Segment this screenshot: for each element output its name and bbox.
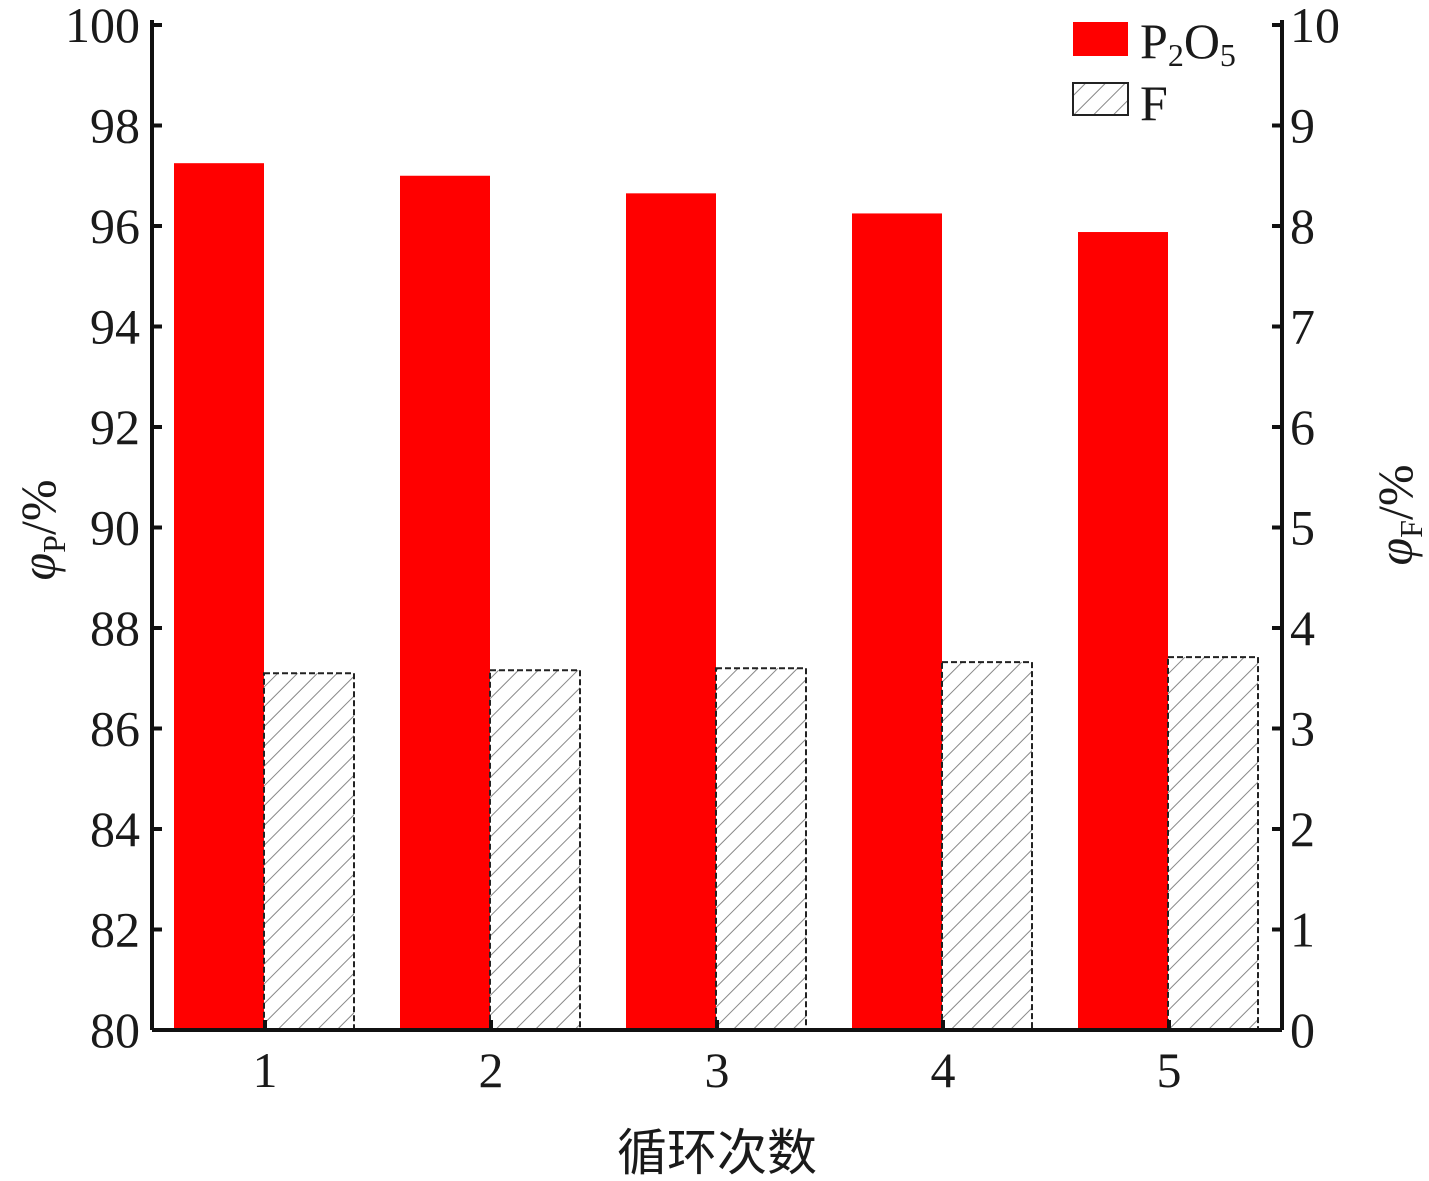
bar-f (263, 672, 355, 1031)
bar-f (1167, 656, 1259, 1032)
legend-label-p2o5: P2O5 (1140, 13, 1236, 73)
legend-swatch-f (1072, 82, 1129, 116)
bar-p2o5 (852, 213, 942, 1030)
x-tick-label: 5 (1157, 1042, 1182, 1098)
right-tick-label: 2 (1290, 801, 1315, 857)
ticks-layer: 80 82 84 86 88 90 92 94 96 98 100 0 1 2 3 4 5 6 7 8 9 10 1 2 3 4 5 (65, 0, 1340, 1098)
right-axis-title-symbol: φ (1367, 538, 1423, 566)
x-tick-label: 2 (479, 1042, 504, 1098)
right-tick-label: 9 (1290, 98, 1315, 154)
right-tick-label: 8 (1290, 198, 1315, 254)
legend-label-p2o5-sub2: 5 (1220, 37, 1236, 73)
left-tick-label: 100 (65, 0, 140, 53)
left-axis-title-subscript: P (36, 535, 72, 553)
right-tick-label: 0 (1290, 1002, 1315, 1058)
bar-f (715, 667, 807, 1031)
legend-label-p2o5-main: P (1140, 13, 1168, 69)
right-axis-title-subscript: F (1393, 520, 1429, 538)
bars-layer (174, 163, 1259, 1032)
right-tick-label: 1 (1290, 902, 1315, 958)
right-tick-label: 5 (1290, 500, 1315, 556)
left-tick-label: 86 (90, 701, 140, 757)
right-tick-label: 6 (1290, 399, 1315, 455)
right-tick-label: 3 (1290, 701, 1315, 757)
left-axis-title: φP/% (10, 479, 72, 580)
bar-f (941, 661, 1033, 1031)
legend-label-p2o5-sub1: 2 (1168, 37, 1184, 73)
bar-p2o5 (174, 163, 264, 1030)
x-tick-label: 4 (931, 1042, 956, 1098)
right-tick-label: 10 (1290, 0, 1340, 53)
right-axis-title: φF/% (1367, 464, 1429, 565)
bar-p2o5 (626, 193, 716, 1030)
left-tick-label: 88 (90, 600, 140, 656)
right-tick-label: 7 (1290, 299, 1315, 355)
x-tick-label: 3 (705, 1042, 730, 1098)
left-axis-title-unit: /% (10, 479, 66, 535)
legend-label-f: F (1140, 75, 1168, 131)
bar-p2o5 (400, 175, 490, 1030)
right-tick-label: 4 (1290, 600, 1315, 656)
bar-f (489, 669, 581, 1032)
left-tick-label: 80 (90, 1002, 140, 1058)
left-tick-label: 90 (90, 500, 140, 556)
x-tick-label: 1 (253, 1042, 278, 1098)
legend-swatch-p2o5 (1073, 22, 1128, 56)
left-tick-label: 98 (90, 98, 140, 154)
x-axis-title: 循环次数 (617, 1125, 817, 1181)
bar-p2o5 (1078, 232, 1168, 1030)
left-tick-label: 96 (90, 198, 140, 254)
left-tick-label: 94 (90, 299, 140, 355)
left-tick-label: 84 (90, 801, 140, 857)
legend-label-p2o5-mid: O (1184, 13, 1220, 69)
left-axis-title-symbol: φ (10, 553, 66, 581)
left-tick-label: 82 (90, 902, 140, 958)
left-tick-label: 92 (90, 399, 140, 455)
right-axis-title-unit: /% (1367, 464, 1423, 520)
